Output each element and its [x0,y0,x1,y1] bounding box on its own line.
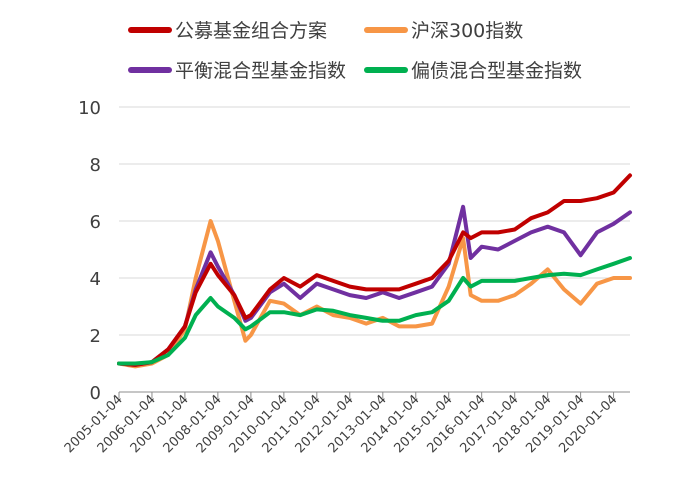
y-tick-label: 4 [90,269,101,290]
y-axis: 0 2 4 6 8 10 [78,98,101,404]
x-axis: 2005-01-042006-01-042007-01-042008-01-04… [62,391,630,456]
legend-label-2: 平衡混合型基金指数 [175,60,346,82]
legend-label-1: 沪深300指数 [411,20,523,42]
y-tick-label: 8 [90,155,101,176]
series-line-3 [117,256,632,366]
legend-label-3: 偏债混合型基金指数 [411,60,582,82]
series-lines [117,173,632,369]
y-tick-label: 6 [90,212,101,233]
y-tick-label: 10 [78,98,101,119]
y-tick-label: 2 [90,326,101,347]
series-line-2 [117,204,632,367]
gridlines [119,106,630,336]
legend-label-0: 公募基金组合方案 [175,20,327,42]
series-line-0 [117,173,632,367]
y-tick-label: 0 [90,383,101,404]
